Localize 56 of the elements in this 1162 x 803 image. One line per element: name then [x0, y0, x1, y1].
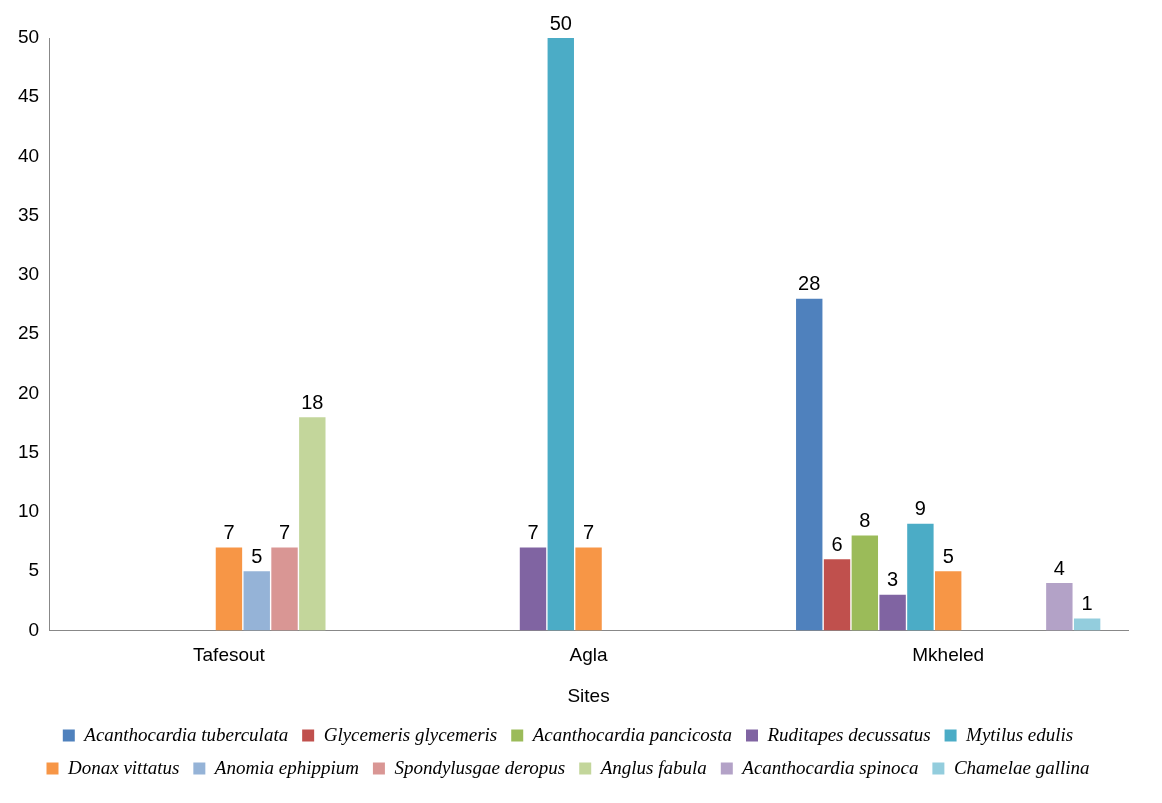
data-label: 3	[887, 568, 899, 591]
data-label: 7	[527, 520, 539, 543]
y-tick-label: 35	[17, 203, 40, 225]
bar	[907, 523, 934, 631]
y-tick-label: 30	[17, 263, 40, 285]
bar	[519, 547, 547, 631]
data-label: 5	[942, 544, 954, 567]
legend-label: Acanthocardia pancicosta	[530, 723, 733, 745]
legend-label: Glycemeris glycemeris	[323, 723, 498, 745]
data-label: 7	[223, 520, 235, 543]
legend-label: Acanthocardia spinoca	[740, 756, 919, 778]
x-tick-label: Tafesout	[193, 644, 266, 666]
legend-label: Donax vittatus	[67, 756, 180, 778]
bar	[271, 547, 298, 631]
bar	[796, 298, 823, 631]
bar	[823, 559, 851, 631]
bar	[299, 417, 326, 631]
y-tick-label: 25	[17, 322, 40, 344]
data-label: 9	[914, 497, 926, 520]
x-tick-label: Agla	[569, 644, 609, 666]
legend-label: Anglus fabula	[598, 756, 707, 778]
bar	[215, 547, 243, 631]
legend-label: Chamelae gallina	[953, 756, 1090, 778]
y-tick-label: 45	[17, 85, 40, 107]
data-label: 18	[301, 390, 324, 413]
data-label: 7	[278, 520, 291, 543]
bar	[243, 571, 270, 631]
y-tick-label: 10	[17, 500, 40, 522]
x-tick-label: Mkheled	[912, 644, 985, 666]
legend-label: Anomia ephippium	[212, 756, 359, 778]
y-tick-label: 5	[28, 559, 40, 581]
legend-label: Ruditapes decussatus	[766, 723, 931, 745]
legend-label: Acanthocardia tuberculata	[82, 723, 289, 745]
y-tick-label: 0	[28, 618, 40, 640]
y-tick-label: 40	[17, 144, 40, 166]
x-axis-title: Sites	[567, 684, 610, 706]
data-label: 7	[583, 520, 595, 543]
bar	[934, 571, 962, 631]
data-label: 50	[549, 11, 572, 34]
legend-label: Spondylusgae deropus	[394, 756, 566, 778]
y-tick-label: 50	[17, 26, 40, 48]
legend-label: Mytilus edulis	[965, 723, 1074, 745]
bar	[1073, 618, 1101, 631]
data-label: 6	[831, 532, 843, 555]
data-label: 1	[1081, 592, 1093, 615]
bar	[547, 38, 574, 631]
bar	[879, 594, 906, 631]
data-label: 28	[798, 272, 821, 295]
y-tick-label: 15	[17, 440, 40, 462]
bar	[1046, 583, 1073, 631]
data-label: 5	[251, 544, 263, 567]
bar	[575, 547, 602, 631]
data-label: 4	[1053, 556, 1065, 579]
bar	[851, 535, 879, 631]
y-tick-label: 20	[17, 381, 40, 403]
data-label: 8	[859, 509, 871, 532]
